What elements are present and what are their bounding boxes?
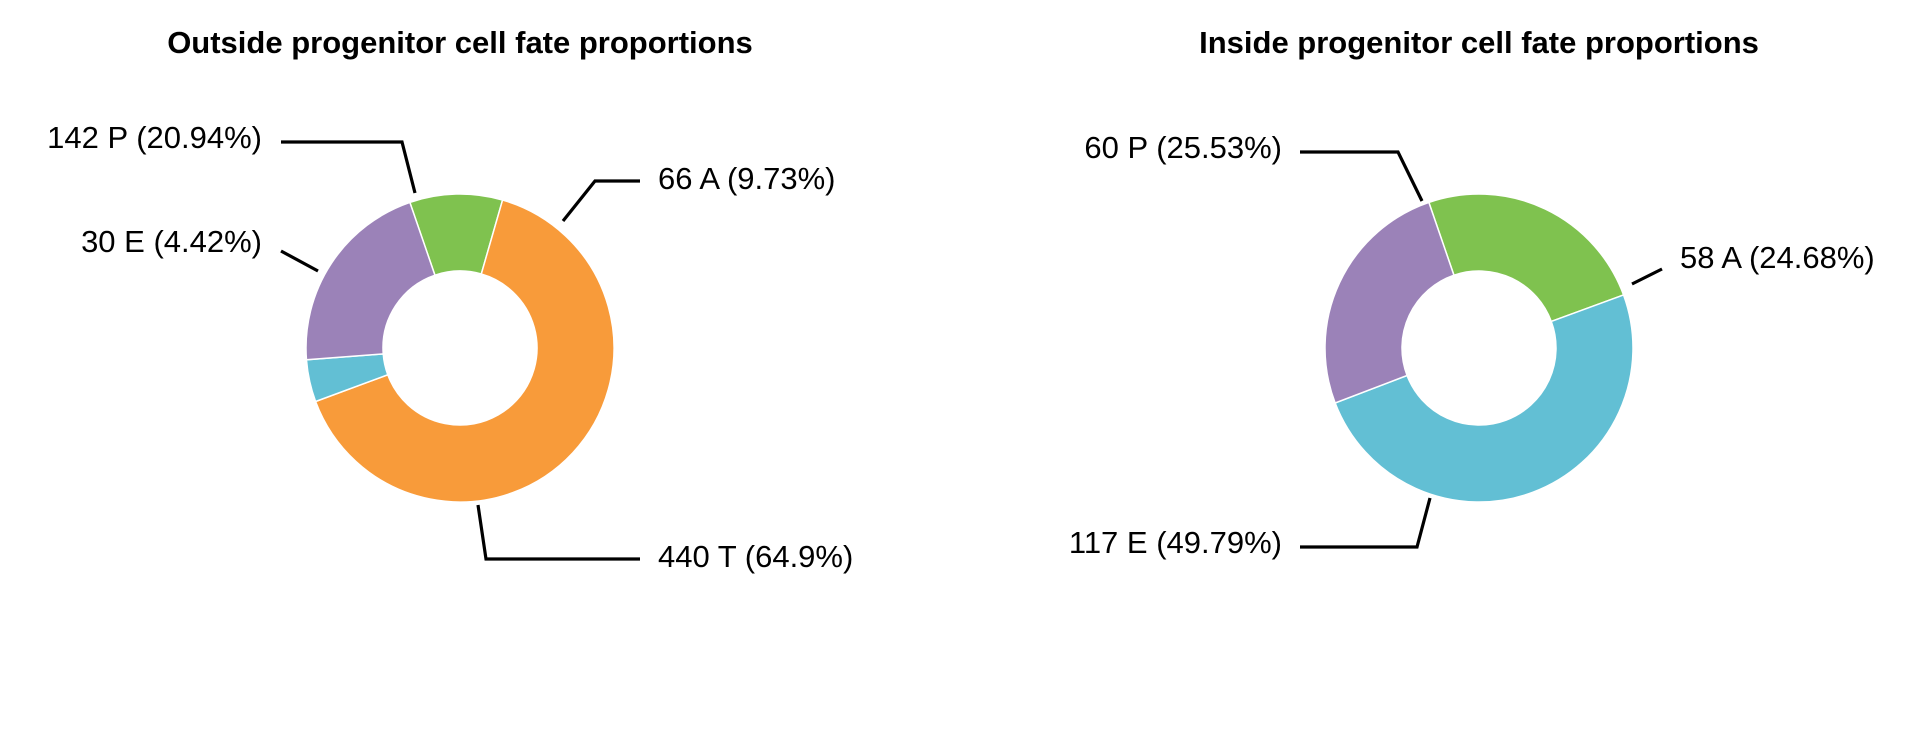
inside-donut-chart: Inside progenitor cell fate proportions … [1069,25,1875,560]
outside-donut-chart: Outside progenitor cell fate proportions… [47,25,853,574]
leader-line-a [1631,267,1663,286]
leader-line-p [1300,150,1424,202]
slice-t [314,199,615,503]
slice-label-p: 60 P (25.53%) [1084,130,1282,165]
leader-line-p [281,140,417,194]
slice-a [1427,193,1625,323]
slice-label-a: 66 A (9.73%) [658,161,836,196]
inside-slices [1324,193,1634,503]
leader-line-t [476,504,640,561]
leader-line-e [1300,497,1432,549]
outside-slices [305,193,615,503]
slice-label-e: 117 E (49.79%) [1069,525,1282,560]
slice-p [1324,201,1455,404]
slice-label-a: 58 A (24.68%) [1680,240,1875,275]
inside-chart-title: Inside progenitor cell fate proportions [1199,25,1759,60]
leader-line-a [561,179,640,222]
slice-label-p: 142 P (20.94%) [47,120,262,155]
slice-e [1334,293,1634,503]
outside-slice-labels: 66 A (9.73%) 440 T (64.9%) 30 E (4.42%) 142… [47,120,853,574]
inside-slice-labels: 58 A (24.68%) 117 E (49.79%) 60 P (25.53%) [1069,130,1875,560]
slice-p [305,201,436,361]
slice-label-t: 440 T (64.9%) [658,539,853,574]
leader-line-e [280,249,319,273]
slice-label-e: 30 E (4.42%) [81,224,262,259]
inside-leader-lines [1300,150,1663,549]
outside-leader-lines [280,140,640,561]
outside-chart-title: Outside progenitor cell fate proportions [167,25,753,60]
